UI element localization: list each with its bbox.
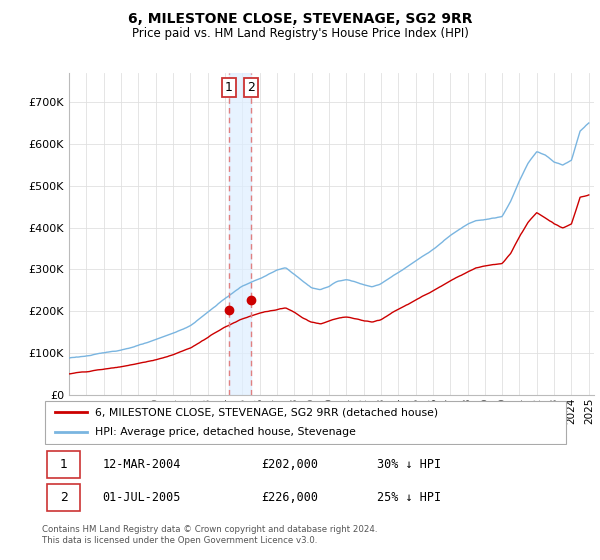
Text: Price paid vs. HM Land Registry's House Price Index (HPI): Price paid vs. HM Land Registry's House …: [131, 27, 469, 40]
Text: Contains HM Land Registry data © Crown copyright and database right 2024.
This d: Contains HM Land Registry data © Crown c…: [42, 525, 377, 545]
Text: HPI: Average price, detached house, Stevenage: HPI: Average price, detached house, Stev…: [95, 427, 356, 437]
Text: 01-JUL-2005: 01-JUL-2005: [103, 491, 181, 504]
Text: 30% ↓ HPI: 30% ↓ HPI: [377, 458, 442, 471]
Text: 2: 2: [247, 81, 255, 94]
Text: £202,000: £202,000: [261, 458, 318, 471]
Bar: [47, 451, 80, 478]
Text: 1: 1: [224, 81, 233, 94]
Text: 12-MAR-2004: 12-MAR-2004: [103, 458, 181, 471]
Text: 1: 1: [60, 458, 68, 471]
Bar: [47, 484, 80, 511]
Bar: [229, 73, 251, 395]
Text: 6, MILESTONE CLOSE, STEVENAGE, SG2 9RR: 6, MILESTONE CLOSE, STEVENAGE, SG2 9RR: [128, 12, 472, 26]
Text: 6, MILESTONE CLOSE, STEVENAGE, SG2 9RR (detached house): 6, MILESTONE CLOSE, STEVENAGE, SG2 9RR (…: [95, 407, 438, 417]
Text: £226,000: £226,000: [261, 491, 318, 504]
Text: 2: 2: [60, 491, 68, 504]
Text: 25% ↓ HPI: 25% ↓ HPI: [377, 491, 442, 504]
